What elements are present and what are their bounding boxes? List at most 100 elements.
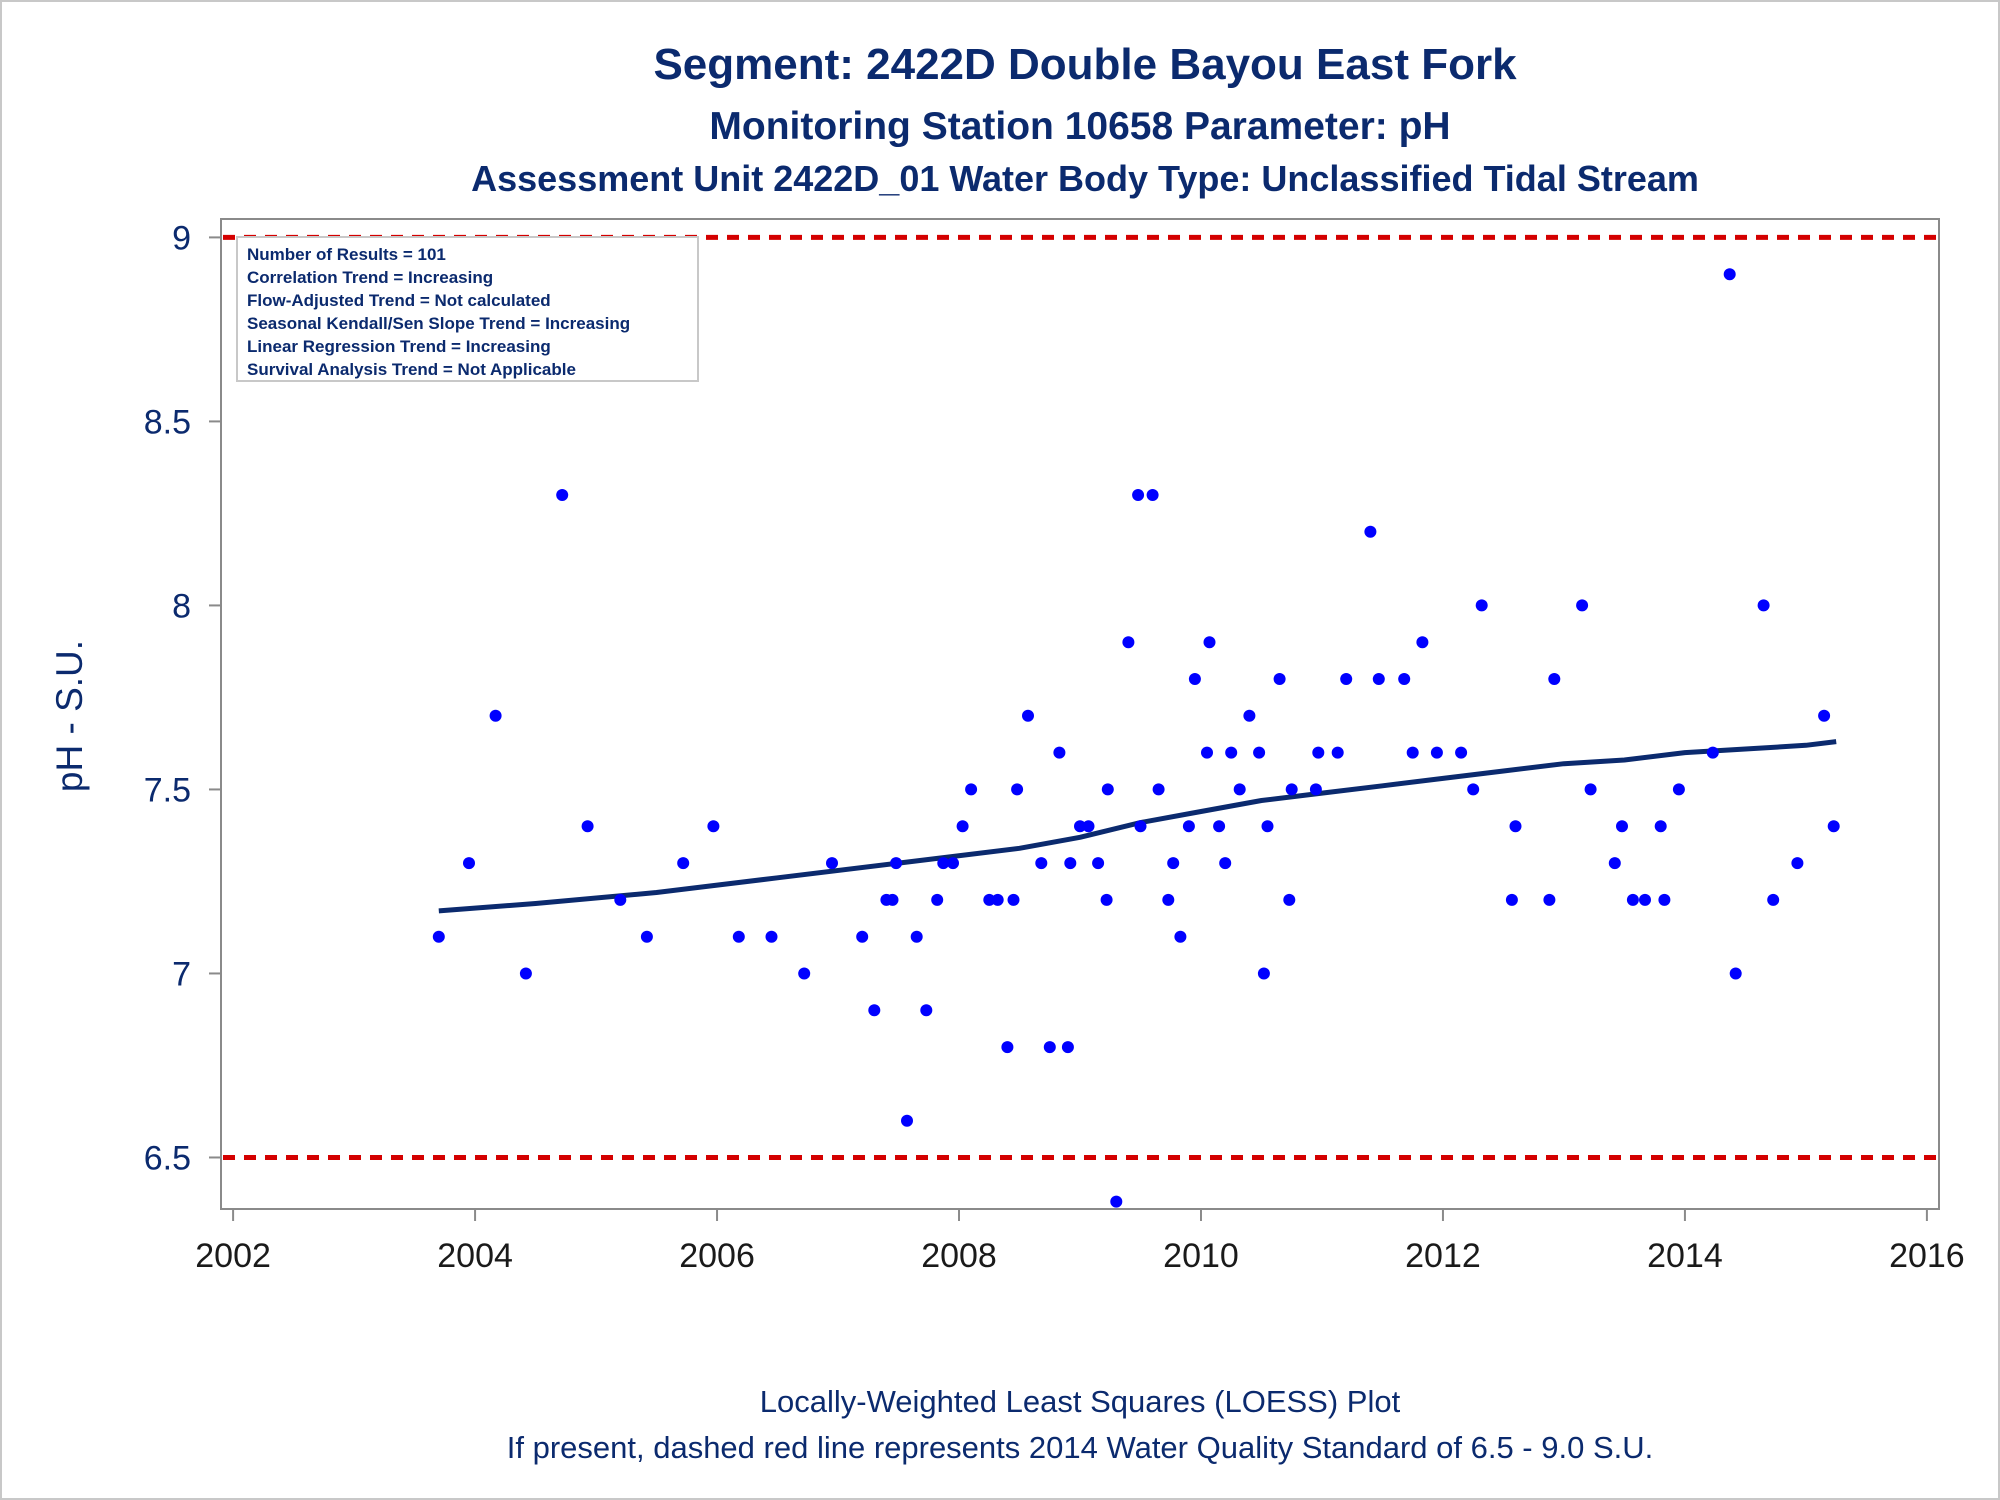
data-point [1219,857,1232,870]
data-point [1007,893,1020,906]
data-point [1364,525,1377,538]
y-tick-label: 7.5 [144,771,191,809]
chart-title: Segment: 2422D Double Bayou East Fork [653,40,1517,89]
data-point [1101,783,1114,796]
data-point [1616,820,1628,833]
data-point [1092,857,1105,870]
stats-line: Flow-Adjusted Trend = Not calculated [247,291,551,310]
data-point [1309,783,1322,796]
x-tick-label: 2012 [1405,1237,1481,1275]
loess-curve [438,739,1837,914]
x-tick-label: 2016 [1889,1237,1965,1275]
data-point [1626,893,1639,906]
data-point [1723,268,1736,281]
y-tick-label: 8 [172,587,191,625]
data-point [640,930,653,943]
data-point [1543,893,1556,906]
y-tick-label: 7 [172,955,191,993]
data-point [1576,599,1589,612]
data-point [1729,967,1742,980]
data-point [965,783,978,796]
data-point [826,857,838,870]
data-point [890,857,903,870]
x-tick-label: 2002 [195,1237,271,1275]
data-point [1182,820,1195,833]
data-point [947,857,959,870]
chart-subtitle-2: Assessment Unit 2422D_01 Water Body Type… [471,158,1699,199]
data-point [1043,1041,1056,1054]
data-point [1398,673,1411,685]
data-point [1174,930,1187,943]
data-point [1213,820,1226,833]
data-point [489,709,502,722]
data-point [1035,857,1048,870]
data-point [798,967,811,980]
data-point [886,893,899,906]
data-point [901,1114,913,1127]
data-point [1011,783,1024,796]
stats-lines: Number of Results = 101 Correlation Trend… [247,245,630,379]
data-point [614,893,627,906]
data-point [1331,746,1344,759]
data-point [868,1004,881,1017]
data-point [937,857,950,870]
data-point [1053,746,1066,759]
stats-box [236,236,699,382]
data-point [1548,673,1561,685]
data-point [1162,893,1175,906]
data-point [1340,673,1353,685]
data-point [677,857,690,870]
data-point [1146,489,1159,501]
chart-subtitle: Monitoring Station 10658 Parameter: pH [709,105,1450,148]
x-tick-label: 2004 [437,1237,513,1275]
data-point [1767,893,1780,906]
data-point [983,893,996,906]
stats-line: Survival Analysis Trend = Not Applicable [247,360,576,379]
data-point [1152,783,1165,796]
data-point [1257,967,1270,980]
y-axis-label: pH - S.U. [49,640,90,792]
stats-line: Seasonal Kendall/Sen Slope Trend = Incre… [247,314,630,333]
data-point [1475,599,1488,612]
data-point [432,930,445,943]
data-point [1253,746,1266,759]
data-point [1001,1041,1014,1054]
data-point [1757,599,1770,612]
data-point [1022,709,1034,722]
data-point [991,893,1004,906]
data-point [1672,783,1685,796]
y-axis: 6.5 7 7.5 8 8.5 9 [144,219,221,1177]
data-point [1706,746,1719,759]
data-point [765,930,778,943]
data-point [1430,746,1443,759]
data-point [1455,746,1468,759]
data-point [931,893,944,906]
data-point [856,930,869,943]
data-point [1584,783,1597,796]
data-point [910,930,923,943]
data-point [1658,893,1671,906]
data-point [1505,893,1518,906]
data-point [1608,857,1621,870]
data-point [1467,783,1480,796]
data-point [1167,857,1180,870]
data-point [1110,1195,1123,1208]
data-point [1654,820,1667,833]
data-point [1283,893,1296,906]
data-point [581,820,594,833]
footer-line-2: If present, dashed red line represents 2… [507,1430,1654,1465]
data-point [1203,636,1216,649]
data-point [1100,893,1113,906]
data-point [1134,820,1147,833]
data-point [1225,746,1238,759]
data-point [519,967,532,980]
data-point [1827,820,1840,833]
data-point [463,857,475,870]
data-point [556,489,569,501]
data-point [1818,709,1831,722]
data-point [732,930,745,943]
data-point [956,820,969,833]
data-point [1132,489,1145,501]
stats-line: Number of Results = 101 [247,245,446,264]
